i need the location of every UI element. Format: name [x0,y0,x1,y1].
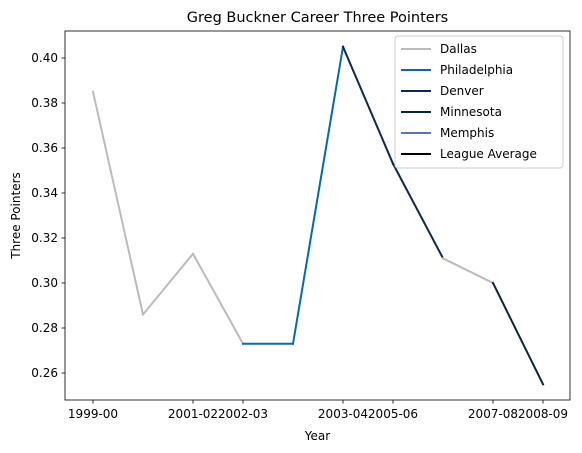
line-segment-minnesota [491,281,545,386]
y-tick-label: 0.40 [31,51,58,65]
legend-label-memphis: Memphis [440,126,494,140]
y-tick-label: 0.36 [31,141,58,155]
chart-title: Greg Buckner Career Three Pointers [187,10,448,26]
line-segment-denver [341,45,395,166]
y-tick-label: 0.32 [31,231,58,245]
y-tick-label: 0.30 [31,276,58,290]
legend-label-dallas: Dallas [440,42,477,56]
y-tick-label: 0.26 [31,366,58,380]
line-segment-dallas [141,252,195,316]
plot-area [91,45,545,386]
line-segment-dallas [441,256,495,285]
line-segment-dallas [191,252,245,346]
line-segment-dallas [91,90,145,316]
x-axis-title: Year [304,429,330,443]
legend-label-denver: Denver [440,84,484,98]
y-tick-label: 0.38 [31,96,58,110]
x-tick-label: 1999-00 [68,407,118,421]
legend: Dallas Philadelphia Denver Minnesota Memphis… [394,35,564,169]
x-tick-label: 2008-09 [518,407,568,421]
legend-label-league-average: League Average [440,147,537,161]
x-tick-label: 2003-04 [318,407,368,421]
x-tick-label: 2007-08 [468,407,518,421]
legend-label-philadelphia: Philadelphia [440,63,513,77]
legend-box [394,35,564,169]
line-segment-philadelphia [291,45,345,345]
axes-frame [64,30,571,401]
x-tick-label: 2005-06 [368,407,418,421]
line-segment-denver [391,162,445,260]
y-axis-title: Three Pointers [9,172,23,260]
y-tick-label: 0.34 [31,186,58,200]
y-tick-label: 0.28 [31,321,58,335]
legend-label-minnesota: Minnesota [440,105,502,119]
x-tick-label: 2002-03 [218,407,268,421]
axes: 0.26 0.28 0.30 0.32 0.34 0.36 0.38 0.40 1999-00 2… [31,30,571,421]
x-tick-label: 2001-02 [168,407,218,421]
